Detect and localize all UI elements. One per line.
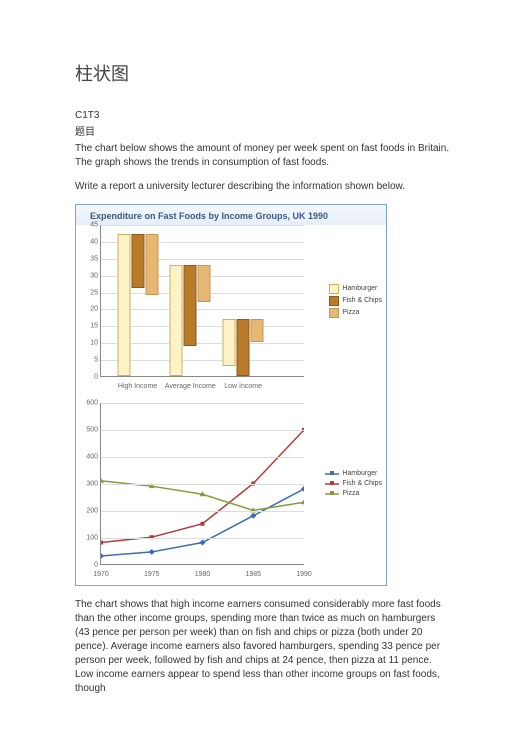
legend-item: Pizza xyxy=(329,308,382,318)
data-marker xyxy=(250,513,256,519)
code-label: C1T3 xyxy=(75,110,450,121)
y-tick: 10 xyxy=(90,340,98,347)
y-tick: 500 xyxy=(86,427,98,434)
y-tick: 20 xyxy=(90,306,98,313)
data-marker xyxy=(199,540,205,546)
bar-legend: Hamburger Fish & Chips Pizza xyxy=(329,282,382,320)
y-tick: 30 xyxy=(90,272,98,279)
bar xyxy=(198,265,211,302)
bar-chart: 0 5 10 15 20 25 30 35 40 45 Hamburger Fish & Chips… xyxy=(76,225,386,395)
y-tick: 200 xyxy=(86,508,98,515)
x-label: 1970 xyxy=(93,571,109,578)
y-tick: 0 xyxy=(94,562,98,569)
y-tick: 35 xyxy=(90,255,98,262)
x-label: 1985 xyxy=(245,571,261,578)
data-marker xyxy=(149,549,155,555)
x-label: 1990 xyxy=(296,571,312,578)
y-tick: 300 xyxy=(86,481,98,488)
bar-chart-title: Expenditure on Fast Foods by Income Grou… xyxy=(76,205,386,225)
bar xyxy=(145,234,158,295)
y-tick: 400 xyxy=(86,454,98,461)
legend-item: Fish & Chips xyxy=(325,480,382,488)
y-tick: 45 xyxy=(90,222,98,229)
legend-item: Pizza xyxy=(325,490,382,498)
y-tick: 600 xyxy=(86,400,98,407)
y-tick: 40 xyxy=(90,238,98,245)
line-chart: 0 100 200 300 400 500 600 Hamburger Fish & Chip… xyxy=(76,395,386,585)
x-label: Average Income xyxy=(165,383,216,390)
y-tick: 25 xyxy=(90,289,98,296)
data-marker xyxy=(101,541,103,545)
chart-container: Expenditure on Fast Foods by Income Grou… xyxy=(75,204,387,586)
x-label: Low Income xyxy=(224,383,262,390)
bar xyxy=(251,319,264,343)
body-paragraph: The chart shows that high income earners… xyxy=(75,598,450,696)
bar xyxy=(237,319,250,376)
prompt-text-2: Write a report a university lecturer des… xyxy=(75,180,450,194)
data-marker xyxy=(301,499,304,504)
bar-group xyxy=(170,265,211,376)
data-marker xyxy=(200,522,204,526)
x-label: 1975 xyxy=(144,571,160,578)
bar xyxy=(184,265,197,346)
prompt-text-1: The chart below shows the amount of mone… xyxy=(75,142,450,170)
line-legend: Hamburger Fish & Chips Pizza xyxy=(325,468,382,500)
bar-group xyxy=(223,319,264,376)
x-label: 1980 xyxy=(195,571,211,578)
bar xyxy=(131,234,144,288)
legend-item: Fish & Chips xyxy=(329,296,382,306)
x-label: High Income xyxy=(118,383,157,390)
legend-item: Hamburger xyxy=(325,470,382,478)
data-marker xyxy=(101,553,104,559)
y-tick: 0 xyxy=(94,374,98,381)
y-tick: 15 xyxy=(90,323,98,330)
bar-group xyxy=(117,234,158,376)
data-marker xyxy=(101,478,104,483)
main-heading: 柱状图 xyxy=(75,60,450,86)
bar xyxy=(117,234,130,376)
y-tick: 5 xyxy=(94,357,98,364)
legend-item: Hamburger xyxy=(329,284,382,294)
y-tick: 100 xyxy=(86,535,98,542)
bar xyxy=(170,265,183,376)
bar xyxy=(223,319,236,366)
subheading: 题目 xyxy=(75,123,450,138)
